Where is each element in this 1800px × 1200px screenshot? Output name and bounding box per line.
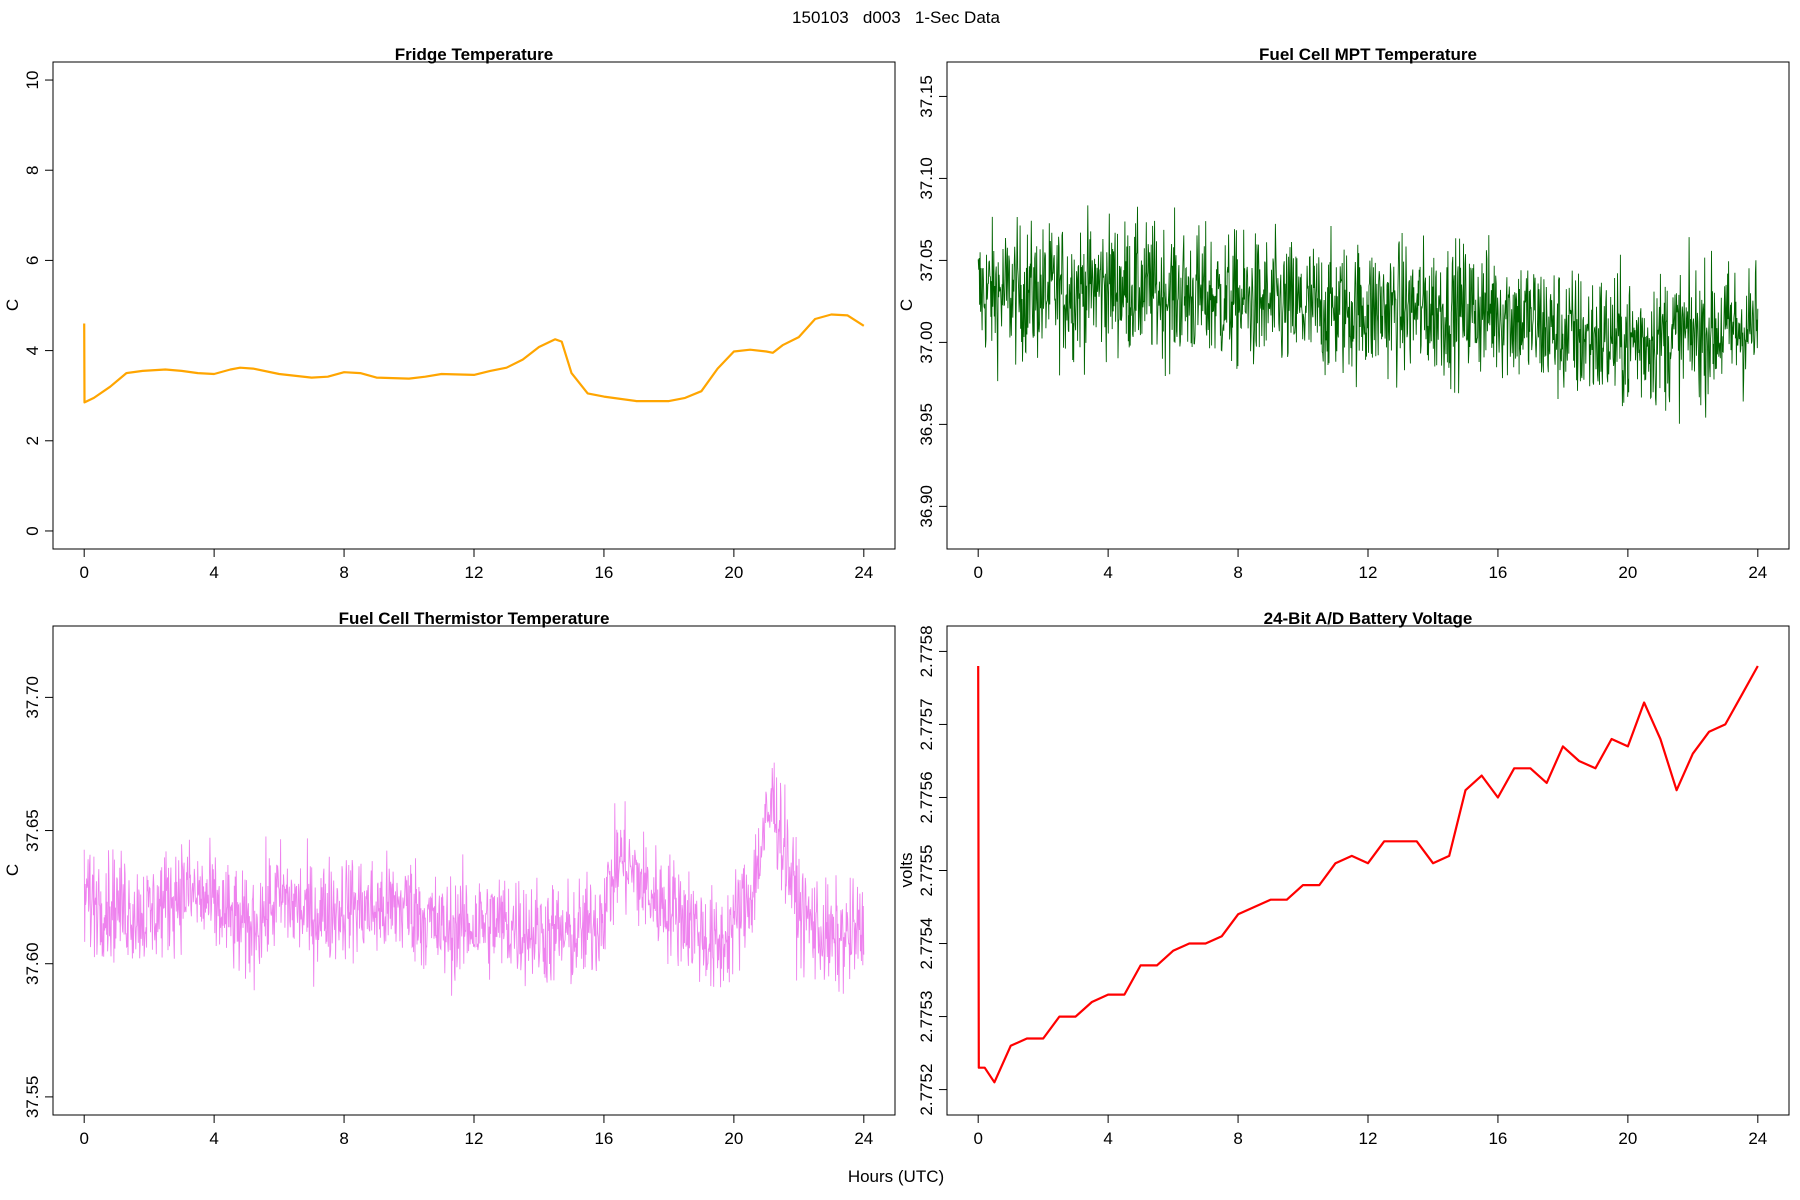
series-battery-voltage bbox=[977, 665, 1759, 1084]
x-axis: 0 4 8 12 16 20 24 bbox=[79, 548, 873, 582]
x-tick-label: 16 bbox=[594, 1129, 613, 1148]
y-tick-label: 2.7755 bbox=[917, 845, 936, 897]
x-axis: 0 4 8 12 16 20 24 bbox=[973, 1114, 1767, 1148]
y-axis-label: C bbox=[3, 864, 22, 876]
x-tick-label: 24 bbox=[854, 1129, 873, 1148]
figure-title: 150103 d003 1-Sec Data bbox=[792, 8, 1000, 27]
y-tick-label: 37.55 bbox=[23, 1076, 42, 1119]
y-tick-label: 2.7753 bbox=[917, 991, 936, 1043]
series-line bbox=[977, 205, 1759, 424]
x-tick-label: 12 bbox=[1359, 1129, 1378, 1148]
x-tick-label: 16 bbox=[1488, 563, 1507, 582]
y-tick-label: 37.05 bbox=[917, 239, 936, 282]
x-tick-label: 20 bbox=[1618, 563, 1637, 582]
x-tick-label: 20 bbox=[724, 1129, 743, 1148]
x-tick-label: 12 bbox=[465, 1129, 484, 1148]
y-tick-label: 36.90 bbox=[917, 485, 936, 528]
x-tick-label: 0 bbox=[973, 563, 982, 582]
x-tick-label: 0 bbox=[79, 563, 88, 582]
x-tick-label: 8 bbox=[1233, 1129, 1242, 1148]
y-axis: 0 2 4 6 8 10 bbox=[23, 71, 54, 536]
y-tick-label: 2.7756 bbox=[917, 771, 936, 823]
x-tick-label: 8 bbox=[339, 1129, 348, 1148]
y-tick-label: 2.7758 bbox=[917, 625, 936, 677]
y-tick-label: 8 bbox=[23, 165, 42, 174]
x-tick-label: 20 bbox=[1618, 1129, 1637, 1148]
series-fuel-cell-mpt-temperature bbox=[977, 205, 1759, 424]
panel-title: Fuel Cell Thermistor Temperature bbox=[339, 609, 610, 628]
x-tick-label: 4 bbox=[209, 563, 218, 582]
x-axis: 0 4 8 12 16 20 24 bbox=[79, 1114, 873, 1148]
panel-title: 24-Bit A/D Battery Voltage bbox=[1264, 609, 1473, 628]
x-tick-label: 24 bbox=[1748, 563, 1767, 582]
y-axis: 36.90 36.95 37.00 37.05 37.10 37.15 bbox=[917, 75, 948, 528]
y-tick-label: 6 bbox=[23, 256, 42, 265]
x-tick-label: 24 bbox=[1748, 1129, 1767, 1148]
panel-title: Fridge Temperature bbox=[395, 45, 553, 64]
series-line bbox=[83, 762, 865, 996]
y-tick-label: 2 bbox=[23, 436, 42, 445]
series-fuel-cell-thermistor-temperature bbox=[83, 762, 865, 996]
x-tick-label: 12 bbox=[1359, 563, 1378, 582]
y-axis: 2.7752 2.7753 2.7754 2.7755 2.7756 2.7757 2.77… bbox=[917, 625, 948, 1116]
panel-title: Fuel Cell MPT Temperature bbox=[1259, 45, 1477, 64]
x-axis: 0 4 8 12 16 20 24 bbox=[973, 548, 1767, 582]
panel-fuel-cell-thermistor-temperature: Fuel Cell Thermistor Temperature C 0 4 8 12… bbox=[3, 609, 896, 1148]
x-tick-label: 8 bbox=[339, 563, 348, 582]
y-axis-label: volts bbox=[897, 853, 916, 888]
x-tick-label: 0 bbox=[973, 1129, 982, 1148]
y-tick-label: 0 bbox=[23, 526, 42, 535]
series-line bbox=[83, 313, 865, 404]
x-tick-label: 12 bbox=[465, 563, 484, 582]
y-tick-label: 2.7754 bbox=[917, 918, 936, 970]
y-tick-label: 2.7752 bbox=[917, 1064, 936, 1116]
x-tick-label: 20 bbox=[724, 563, 743, 582]
series-line bbox=[977, 665, 1759, 1084]
x-tick-label: 0 bbox=[79, 1129, 88, 1148]
plot-frame bbox=[946, 625, 1790, 1116]
x-tick-label: 24 bbox=[854, 563, 873, 582]
y-tick-label: 36.95 bbox=[917, 403, 936, 446]
y-tick-label: 37.15 bbox=[917, 75, 936, 118]
y-tick-label: 37.70 bbox=[23, 676, 42, 719]
plot-frame bbox=[52, 625, 896, 1116]
y-tick-label: 10 bbox=[23, 71, 42, 90]
figure-xlabel: Hours (UTC) bbox=[848, 1167, 944, 1186]
plot-frame bbox=[52, 61, 896, 550]
x-tick-label: 4 bbox=[1103, 563, 1112, 582]
y-axis-label: C bbox=[897, 299, 916, 311]
x-tick-label: 8 bbox=[1233, 563, 1242, 582]
panel-fuel-cell-mpt-temperature: Fuel Cell MPT Temperature C 0 4 8 12 16 20 24 … bbox=[897, 45, 1790, 582]
y-axis: 37.55 37.60 37.65 37.70 bbox=[23, 676, 54, 1119]
y-tick-label: 37.60 bbox=[23, 942, 42, 985]
panel-battery-voltage: 24-Bit A/D Battery Voltage volts 0 4 8 12 16… bbox=[897, 609, 1790, 1148]
y-tick-label: 37.00 bbox=[917, 321, 936, 364]
x-tick-label: 4 bbox=[209, 1129, 218, 1148]
y-tick-label: 37.10 bbox=[917, 157, 936, 200]
y-tick-label: 2.7757 bbox=[917, 698, 936, 750]
x-tick-label: 16 bbox=[594, 563, 613, 582]
y-tick-label: 4 bbox=[23, 346, 42, 355]
y-axis-label: C bbox=[3, 299, 22, 311]
x-tick-label: 16 bbox=[1488, 1129, 1507, 1148]
x-tick-label: 4 bbox=[1103, 1129, 1112, 1148]
series-fridge-temperature bbox=[83, 313, 865, 404]
y-tick-label: 37.65 bbox=[23, 809, 42, 852]
